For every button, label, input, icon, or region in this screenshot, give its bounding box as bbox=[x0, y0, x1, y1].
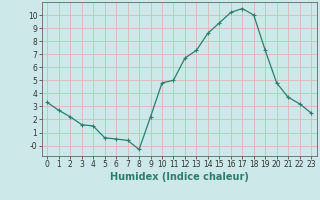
X-axis label: Humidex (Indice chaleur): Humidex (Indice chaleur) bbox=[110, 172, 249, 182]
